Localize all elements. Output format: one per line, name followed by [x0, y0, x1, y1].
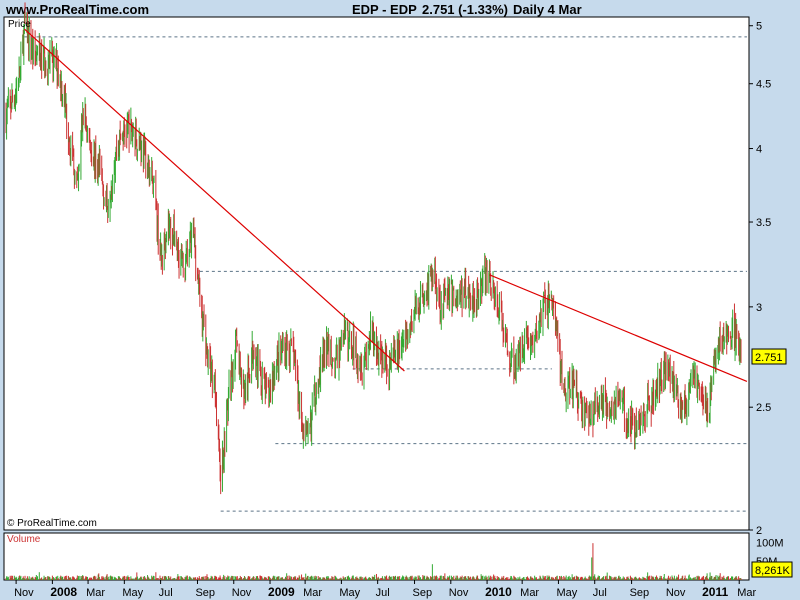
y-tick-label: 2 [756, 525, 762, 537]
volume-tag: 8,261K [755, 565, 791, 577]
volume-y-tick-label: 100M [756, 537, 784, 549]
x-tick-label: Mar [737, 587, 756, 599]
y-tick-label: 5 [756, 21, 762, 33]
x-tick-label: Nov [14, 587, 34, 599]
x-tick-label: Sep [413, 587, 433, 599]
copyright-label: © ProRealTime.com [7, 518, 97, 529]
trendline [489, 274, 748, 382]
y-tick-label: 3 [756, 302, 762, 314]
x-tick-label: Sep [630, 587, 650, 599]
x-tick-label: Sep [195, 587, 215, 599]
price-tag-box [751, 348, 787, 365]
site-url[interactable]: www.ProRealTime.com [6, 2, 150, 17]
price-panel-label: Price [8, 19, 31, 30]
x-tick-label: 2009 [268, 585, 295, 599]
price-panel [3, 16, 750, 531]
x-tick-label: May [339, 587, 360, 599]
x-tick-label: Jul [376, 587, 390, 599]
x-tick-label: Jul [593, 587, 607, 599]
x-tick-label: Nov [449, 587, 469, 599]
x-tick-label: Mar [86, 587, 105, 599]
volume-panel [3, 532, 750, 581]
period-label: Daily 4 Mar [513, 2, 582, 17]
volume-panel-label: Volume [7, 534, 41, 545]
x-tick-label: Mar [520, 587, 539, 599]
y-tick-label: 4.5 [756, 79, 771, 91]
instrument-name: EDP - EDP [352, 2, 417, 17]
x-tick-label: 2010 [485, 585, 512, 599]
x-tick-label: Jul [159, 587, 173, 599]
volume-tag-box [751, 561, 793, 578]
x-tick-label: May [122, 587, 143, 599]
x-tick-label: 2011 [702, 585, 728, 599]
header-bar: www.ProRealTime.com EDP - EDP 2.751 (-1.… [0, 0, 800, 18]
x-tick-label: Nov [232, 587, 252, 599]
y-tick-label: 2.5 [756, 402, 771, 414]
x-tick-label: Nov [666, 587, 686, 599]
x-tick-label: Mar [303, 587, 322, 599]
trendline [24, 28, 405, 372]
price-tag: 2.751 [755, 352, 783, 364]
x-tick-label: May [556, 587, 577, 599]
y-tick-label: 4 [756, 144, 762, 156]
y-tick-label: 3.5 [756, 217, 771, 229]
x-tick-label: 2008 [50, 585, 77, 599]
last-price-change: 2.751 (-1.33%) [422, 2, 508, 17]
